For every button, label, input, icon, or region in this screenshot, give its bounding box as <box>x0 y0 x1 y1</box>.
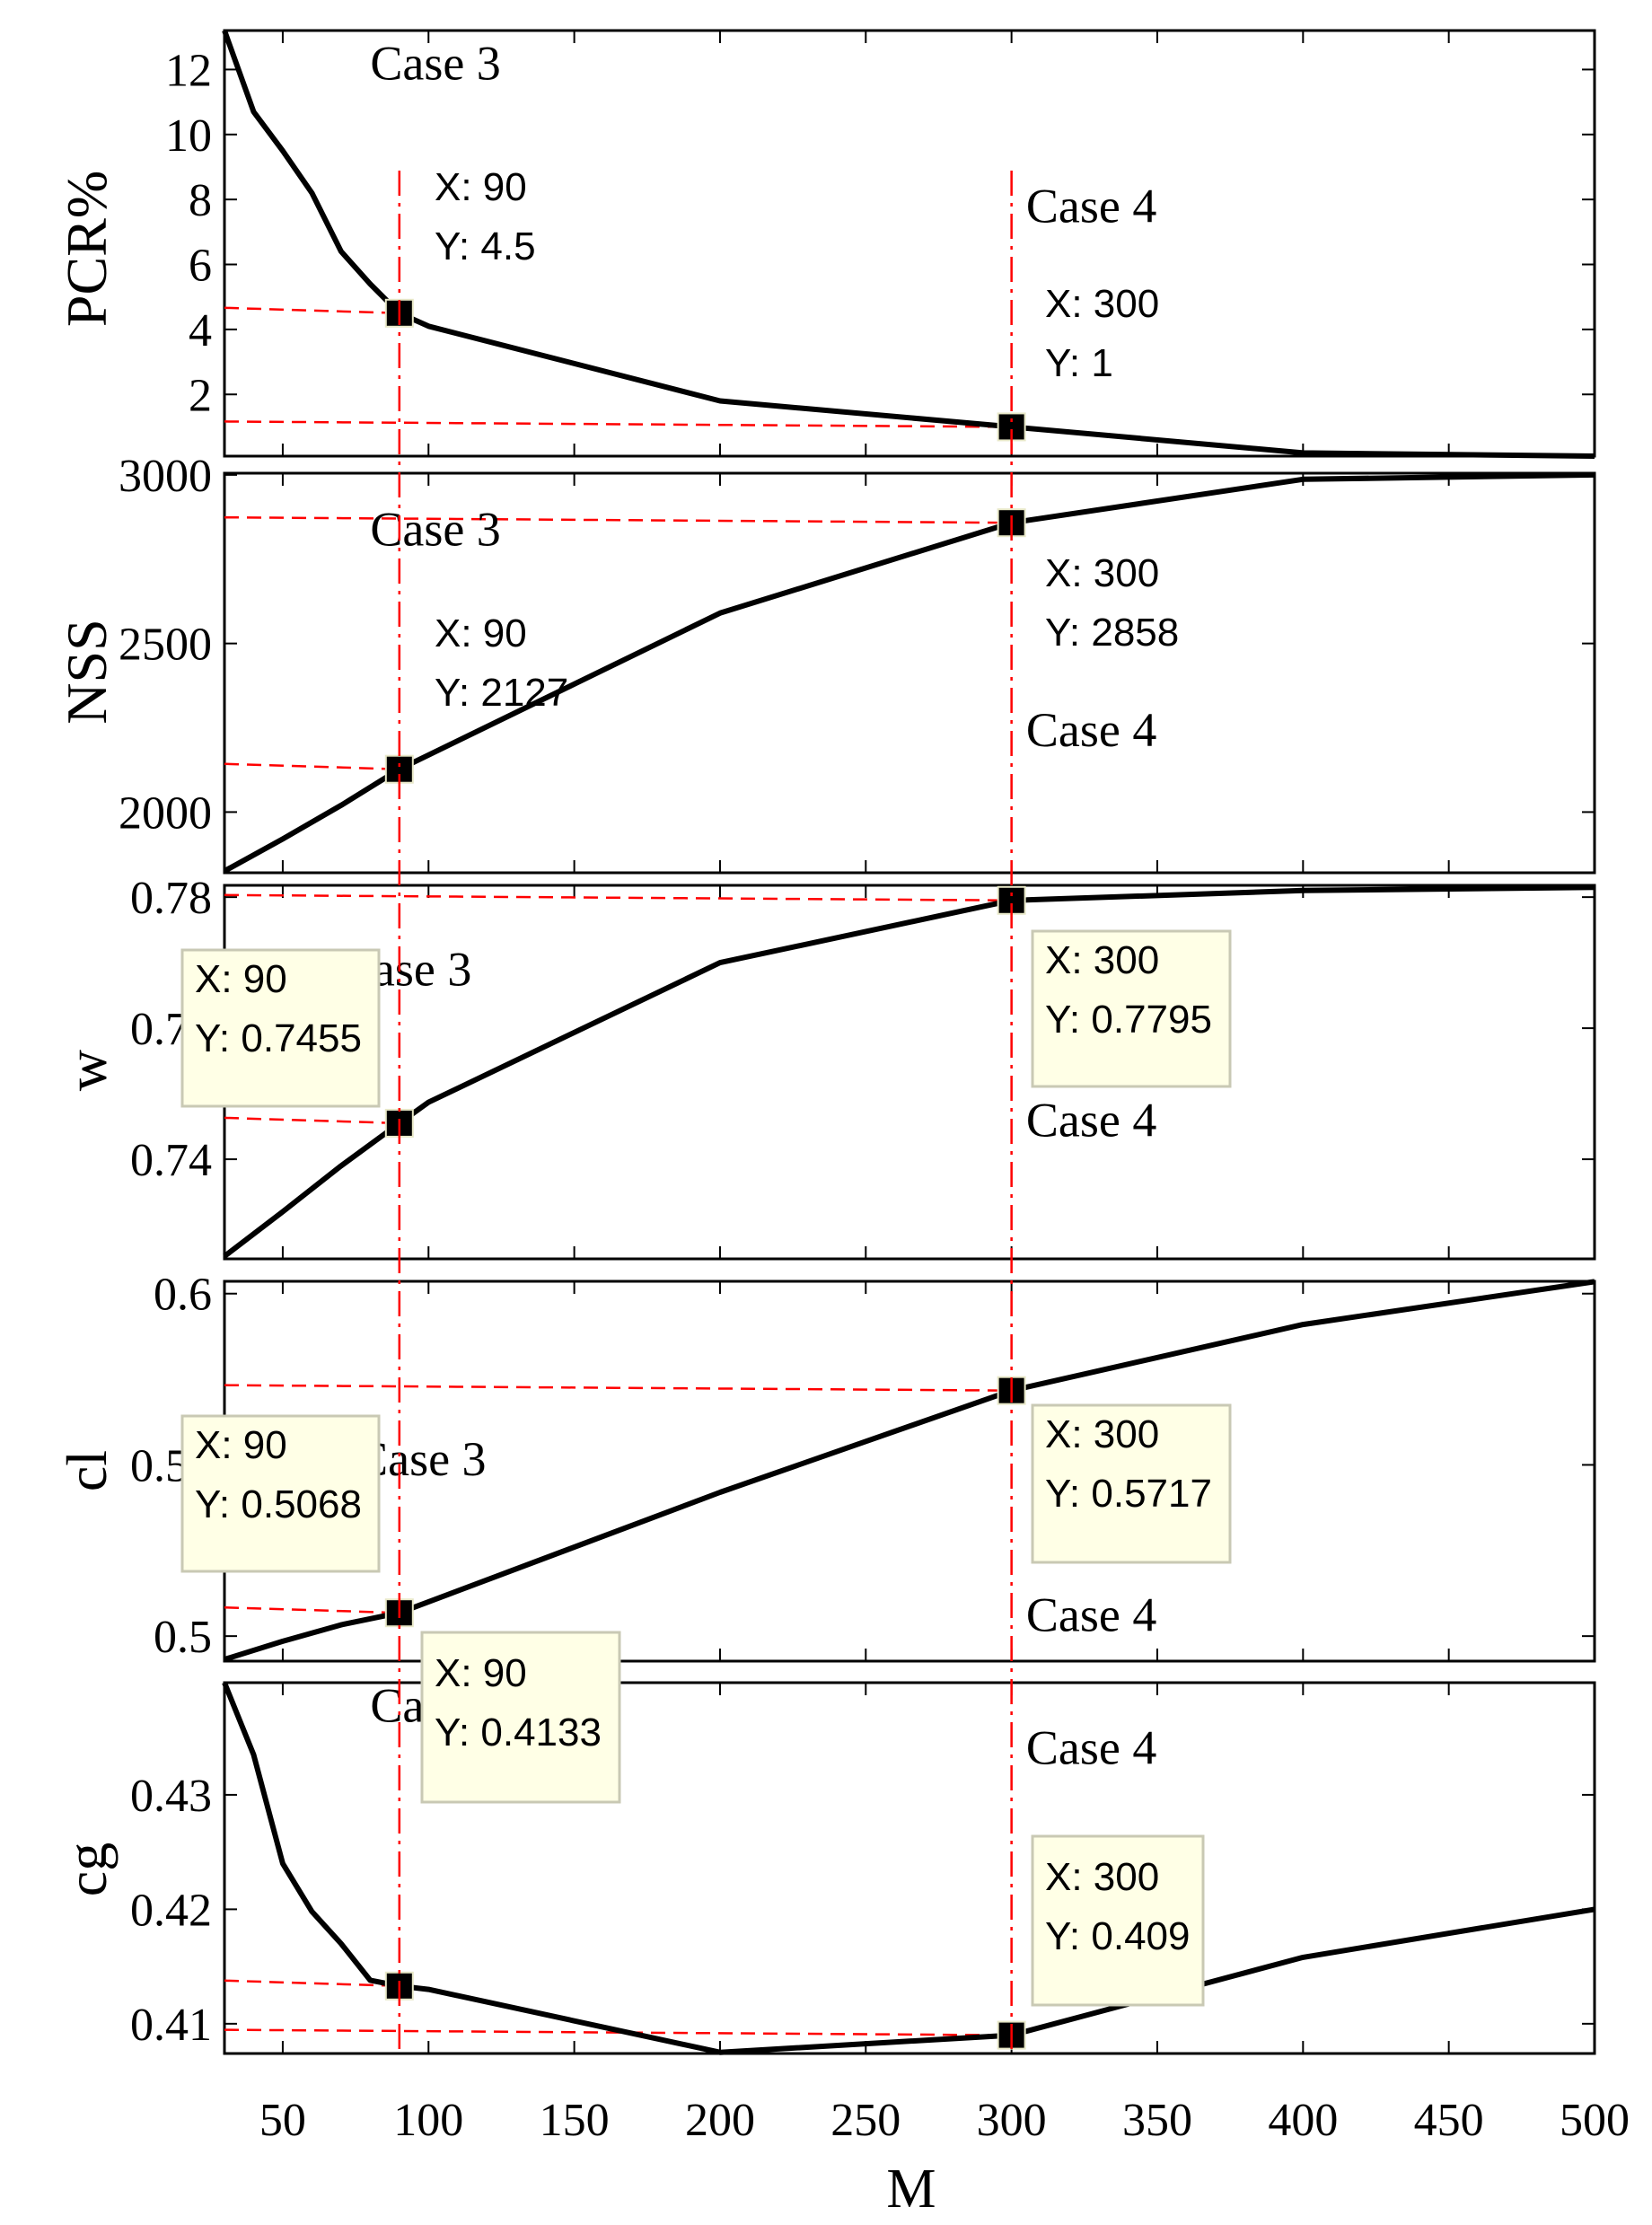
datatip-y: Y: 0.5068 <box>195 1482 362 1526</box>
series-line <box>223 471 1595 874</box>
datatip-box <box>180 1414 381 1573</box>
y-tick-label: 2500 <box>119 620 212 671</box>
panel-frame <box>223 29 1596 458</box>
guide-line-horizontal <box>224 515 1012 524</box>
datatip-x: X: 90 <box>435 1651 527 1695</box>
datatip-x: X: 90 <box>195 1423 287 1467</box>
x-tick-label: 250 <box>830 2095 901 2146</box>
case-annotation: Case 3 <box>370 36 500 90</box>
datatip-y: Y: 0.5717 <box>1045 1472 1212 1516</box>
datatip-box <box>1031 1834 1205 2007</box>
datatip-y: Y: 0.7795 <box>1045 998 1212 1042</box>
x-tick-label: 50 <box>259 2095 306 2146</box>
x-tick-label: 200 <box>685 2095 755 2146</box>
x-tick-label: 500 <box>1560 2095 1630 2146</box>
x-tick-label: 350 <box>1122 2095 1192 2146</box>
x-tick-label: 150 <box>540 2095 610 2146</box>
y-tick-label: 0.74 <box>130 1135 212 1186</box>
datatip-y: Y: 1 <box>1045 341 1113 385</box>
datatip-y: Y: 0.7455 <box>195 1016 362 1060</box>
datatip-y: Y: 0.409 <box>1045 1914 1190 1958</box>
datatip-box <box>420 1631 621 1804</box>
y-tick-label: 0.78 <box>130 873 212 924</box>
guide-line-horizontal <box>224 306 400 315</box>
y-tick-label: 8 <box>189 175 212 226</box>
series-line <box>222 29 1595 459</box>
datatip-x: X: 90 <box>435 165 527 209</box>
guide-line-horizontal <box>224 1605 400 1614</box>
datatip-y: Y: 2858 <box>1045 611 1179 655</box>
datatip-y: Y: 0.4133 <box>435 1711 602 1754</box>
guide-line-horizontal <box>224 420 1012 428</box>
case-annotation: Case 3 <box>370 503 500 557</box>
y-tick-label: 0.43 <box>130 1771 212 1822</box>
y-axis-label: NSS <box>55 619 119 724</box>
panel-2: 2000 2500 3000 NSS Case 3 Case 4 X: 90 Y: 2127 X… <box>55 451 1596 875</box>
case-annotation: Case 4 <box>1026 1721 1156 1775</box>
datatip-x: X: 300 <box>1045 282 1159 326</box>
y-tick-label: 12 <box>165 45 212 96</box>
y-tick-label: 10 <box>165 110 212 162</box>
x-tick-label: 300 <box>977 2095 1047 2146</box>
datatip-x: X: 90 <box>435 611 527 655</box>
panel-1: 2 4 6 8 10 12 PCR% Case 3 Case 4 X: 90 Y: 4.5 X: 30… <box>55 29 1596 459</box>
datatip-box <box>1031 1403 1232 1564</box>
datatip-x: X: 300 <box>1045 551 1159 595</box>
y-tick-label: 0.41 <box>130 2000 212 2051</box>
y-tick-label: 6 <box>189 241 212 292</box>
y-tick-label: 2 <box>189 370 212 421</box>
x-tick-label: 450 <box>1414 2095 1484 2146</box>
y-tick-label: 4 <box>189 305 212 356</box>
y-tick-label: 0.42 <box>130 1885 212 1936</box>
y-axis-label: cg <box>55 1842 119 1896</box>
datatip-y: Y: 2127 <box>435 671 568 715</box>
y-axis-label: w <box>55 1050 119 1091</box>
y-axis-label: PCR% <box>55 171 119 327</box>
datatip-x: X: 300 <box>1045 938 1159 982</box>
datatip-y: Y: 4.5 <box>435 224 536 268</box>
series-line <box>222 1681 1595 2055</box>
datatip-x: X: 300 <box>1045 1855 1159 1899</box>
series-line <box>224 1279 1595 1662</box>
x-tick-label: 100 <box>393 2095 463 2146</box>
x-axis-label: M <box>886 2159 936 2220</box>
datatip-box <box>1031 929 1232 1088</box>
case-annotation: Case 4 <box>1026 1587 1156 1641</box>
panel-frame <box>223 471 1596 875</box>
panel-frame <box>223 884 1596 1261</box>
guide-line-horizontal <box>224 1384 1012 1392</box>
y-tick-label: 3000 <box>119 451 212 502</box>
datatip-x: X: 300 <box>1045 1412 1159 1456</box>
x-tick-label: 400 <box>1268 2095 1338 2146</box>
y-tick-label: 0.6 <box>154 1270 212 1321</box>
y-axis-label: cl <box>55 1450 119 1491</box>
series-line <box>223 884 1595 1259</box>
guide-line-horizontal <box>224 893 1012 902</box>
case-annotation: Case 4 <box>1026 1094 1156 1148</box>
case-annotation: Case 4 <box>1026 179 1156 233</box>
guide-line-horizontal <box>224 1116 400 1125</box>
y-tick-label: 0.5 <box>154 1612 212 1663</box>
datatip-x: X: 90 <box>195 957 287 1001</box>
datatip-box <box>180 948 381 1108</box>
guide-line-horizontal <box>224 762 400 770</box>
guide-line-horizontal <box>224 1979 400 1988</box>
y-tick-label: 2000 <box>119 787 212 839</box>
case-annotation: Case 4 <box>1026 703 1156 757</box>
